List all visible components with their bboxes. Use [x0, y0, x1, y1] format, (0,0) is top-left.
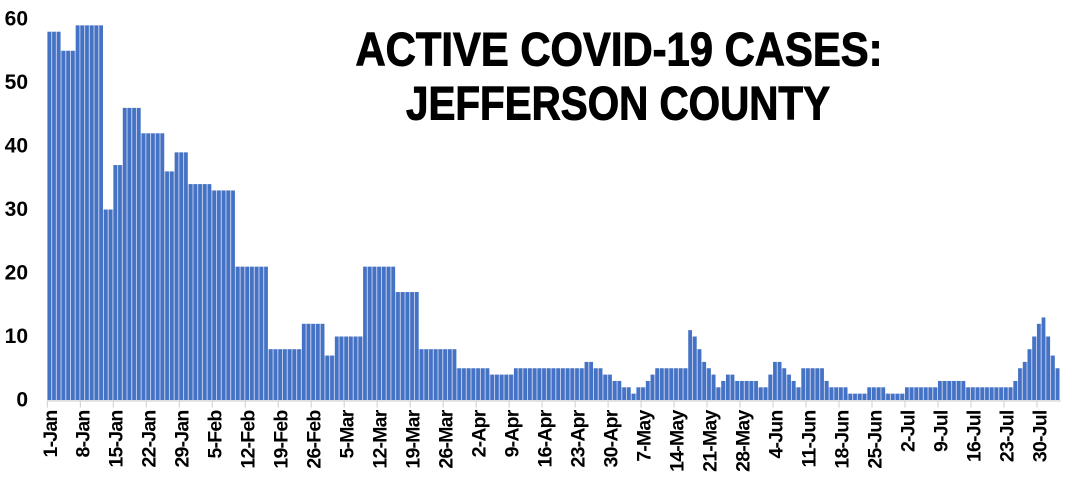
svg-text:16-Apr: 16-Apr [535, 409, 557, 467]
svg-text:12-Mar: 12-Mar [370, 409, 392, 468]
svg-text:8-Jan: 8-Jan [73, 411, 95, 458]
svg-text:26-Feb: 26-Feb [304, 410, 326, 469]
svg-text:JEFFERSON COUNTY: JEFFERSON COUNTY [406, 77, 830, 130]
svg-text:28-May: 28-May [732, 410, 754, 472]
svg-text:10: 10 [5, 325, 28, 348]
svg-text:ACTIVE COVID-19 CASES:: ACTIVE COVID-19 CASES: [356, 23, 883, 76]
svg-text:26-Mar: 26-Mar [436, 409, 458, 468]
svg-text:21-May: 21-May [699, 410, 721, 472]
svg-text:9-Jul: 9-Jul [930, 410, 952, 452]
svg-text:9-Apr: 9-Apr [502, 409, 524, 457]
svg-text:2-Jul: 2-Jul [897, 410, 919, 452]
svg-text:23-Apr: 23-Apr [567, 409, 589, 467]
svg-text:7-May: 7-May [633, 410, 655, 462]
svg-text:25-Jun: 25-Jun [864, 411, 886, 469]
svg-text:14-May: 14-May [666, 410, 688, 472]
svg-text:19-Feb: 19-Feb [271, 410, 293, 469]
svg-text:16-Jul: 16-Jul [963, 410, 985, 462]
svg-text:30-Apr: 30-Apr [600, 409, 622, 467]
svg-text:5-Feb: 5-Feb [205, 410, 227, 459]
svg-text:1-Jan: 1-Jan [40, 411, 62, 458]
svg-text:60: 60 [5, 8, 28, 31]
svg-text:30-Jul: 30-Jul [1029, 410, 1051, 462]
svg-text:5-Mar: 5-Mar [337, 409, 359, 458]
svg-text:20: 20 [5, 262, 28, 285]
svg-text:15-Jan: 15-Jan [106, 411, 128, 468]
svg-text:22-Jan: 22-Jan [139, 411, 161, 468]
svg-text:19-Mar: 19-Mar [403, 409, 425, 468]
svg-text:40: 40 [5, 135, 28, 158]
svg-text:29-Jan: 29-Jan [172, 411, 194, 468]
svg-text:50: 50 [5, 71, 28, 94]
svg-text:18-Jun: 18-Jun [831, 411, 853, 469]
svg-text:23-Jul: 23-Jul [996, 410, 1018, 462]
svg-text:2-Apr: 2-Apr [469, 409, 491, 457]
svg-text:30: 30 [5, 198, 28, 221]
svg-text:12-Feb: 12-Feb [238, 410, 260, 469]
svg-text:0: 0 [16, 388, 28, 411]
svg-text:4-Jun: 4-Jun [765, 411, 787, 459]
svg-text:11-Jun: 11-Jun [798, 411, 820, 468]
